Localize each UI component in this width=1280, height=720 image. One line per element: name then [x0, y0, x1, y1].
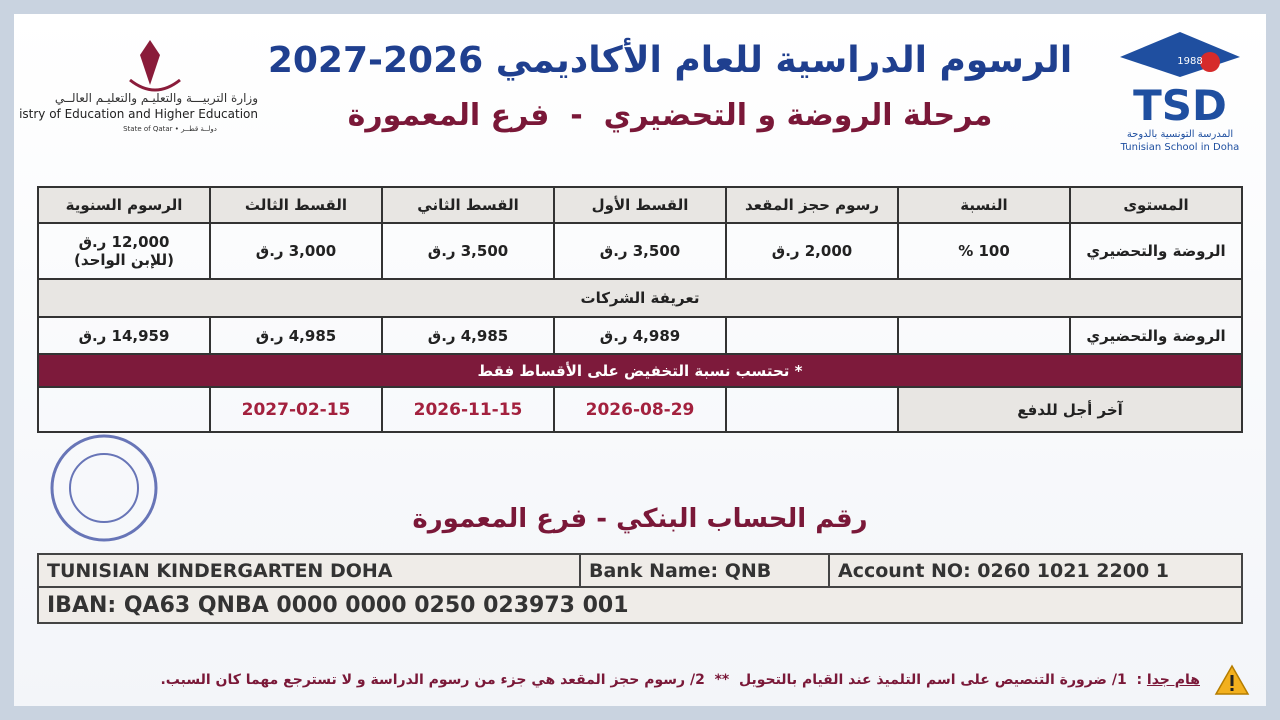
deadline-date: 2026-08-29: [553, 386, 727, 433]
deadline-date: 2027-02-15: [209, 386, 383, 433]
cell: الروضة والتحضيري: [1069, 222, 1243, 280]
cell: 4,985 ر.ق: [381, 316, 555, 355]
cell: 4,985 ر.ق: [209, 316, 383, 355]
bank-title: رقم الحساب البنكي - فرع المعمورة: [412, 504, 868, 534]
ministry-english: Ministry of Education and Higher Educati…: [20, 107, 258, 121]
ministry-state: State of Qatar • دولــة قطــر: [123, 125, 217, 133]
header-cell: الرسوم السنوية: [37, 186, 211, 224]
fees-table: المستوى النسبة رسوم حجز المقعد القسط الأ…: [37, 186, 1243, 433]
ministry-arabic: وزارة التربيـــة والتعليـم والتعليـم الع…: [55, 91, 258, 106]
bank-table: TUNISIAN KINDERGARTEN DOHA Bank Name: QN…: [37, 553, 1243, 624]
cell: 3,000 ر.ق: [209, 222, 383, 280]
subtitle: مرحلة الروضة و التحضيري - فرع المعمورة: [347, 98, 993, 133]
cell: الروضة والتحضيري: [1069, 316, 1243, 355]
header-cell: المستوى: [1069, 186, 1243, 224]
cell: 3,500 ر.ق: [381, 222, 555, 280]
cell: [725, 316, 899, 355]
header-cell: رسوم حجز المقعد: [725, 186, 899, 224]
header-cell: النسبة: [897, 186, 1071, 224]
warning-icon: [1214, 664, 1250, 695]
deadline-label: آخر أجل للدفع: [897, 386, 1243, 433]
ministry-logo: وزارة التربيـــة والتعليـم والتعليـم الع…: [20, 40, 258, 133]
header-cell: القسط الثالث: [209, 186, 383, 224]
cell: 2,000 ر.ق: [725, 222, 899, 280]
header-cell: القسط الأول: [553, 186, 727, 224]
school-english: Tunisian School in Doha: [1120, 142, 1240, 153]
cell: [897, 316, 1071, 355]
school-acronym: TSD: [1133, 81, 1227, 130]
footer-text: 1/ ضرورة التنصيص على اسم التلميذ عند الق…: [160, 672, 1127, 688]
footer-label: هام جدا: [1146, 672, 1200, 688]
deadline-date: 2026-11-15: [381, 386, 555, 433]
bank-name: Bank Name: QNB: [579, 553, 830, 588]
footer-separator: :: [1136, 672, 1143, 688]
section-row: تعريفة الشركات: [37, 278, 1243, 318]
iban: IBAN: QA63 QNBA 0000 0000 0250 023973 00…: [37, 586, 1243, 624]
account-name: TUNISIAN KINDERGARTEN DOHA: [37, 553, 581, 588]
cell: 12,000 ر.ق (للإبن الواحد): [37, 222, 211, 280]
title: الرسوم الدراسية للعام الأكاديمي 2026-202…: [267, 40, 1073, 81]
cell: 4,989 ر.ق: [553, 316, 727, 355]
header-cell: القسط الثاني: [381, 186, 555, 224]
annual-fee: 12,000 ر.ق: [78, 233, 170, 251]
annual-note: (للإبن الواحد): [74, 251, 174, 269]
cell: 14,959 ر.ق: [37, 316, 211, 355]
school-arabic: المدرسة التونسية بالدوحة: [1127, 129, 1233, 140]
account-number: Account NO: 0260 1021 2200 1: [828, 553, 1243, 588]
note-row: * تحتسب نسبة التخفيض على الأقساط فقط: [37, 353, 1243, 388]
cell: 3,500 ر.ق: [553, 222, 727, 280]
cell: [725, 386, 899, 433]
cell: 100 %: [897, 222, 1071, 280]
stamp: [50, 434, 158, 542]
cell: [37, 386, 211, 433]
school-logo: 1988 TSD المدرسة التونسية بالدوحة Tunisi…: [1120, 32, 1240, 153]
footer: هام جدا : 1/ ضرورة التنصيص على اسم التلم…: [40, 672, 1200, 688]
school-year: 1988: [1177, 56, 1202, 67]
